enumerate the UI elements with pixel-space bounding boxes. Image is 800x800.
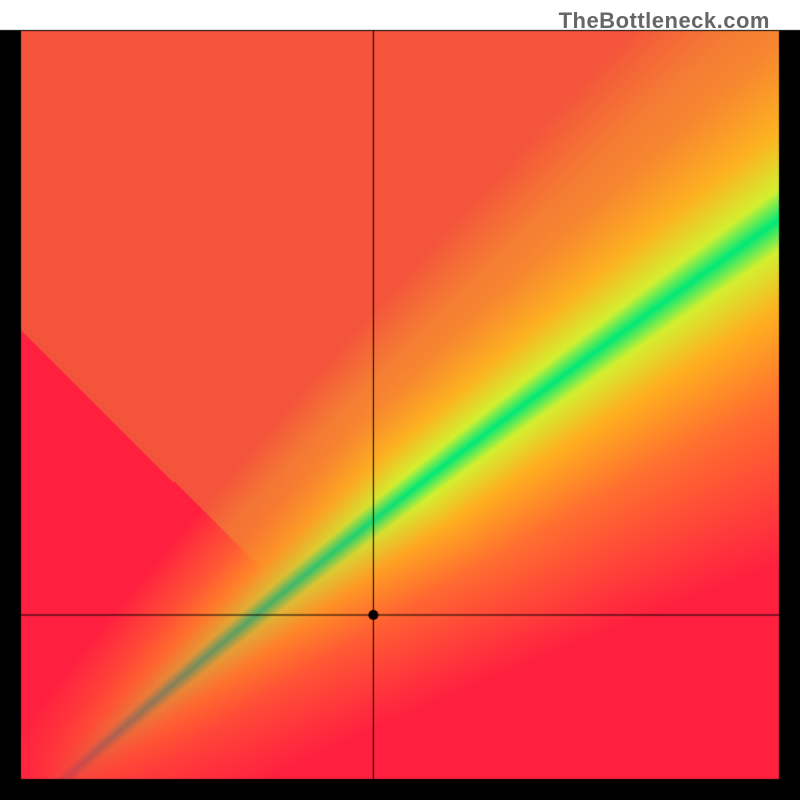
bottleneck-heatmap (0, 0, 800, 800)
watermark-text: TheBottleneck.com (559, 8, 770, 34)
chart-container: TheBottleneck.com (0, 0, 800, 800)
